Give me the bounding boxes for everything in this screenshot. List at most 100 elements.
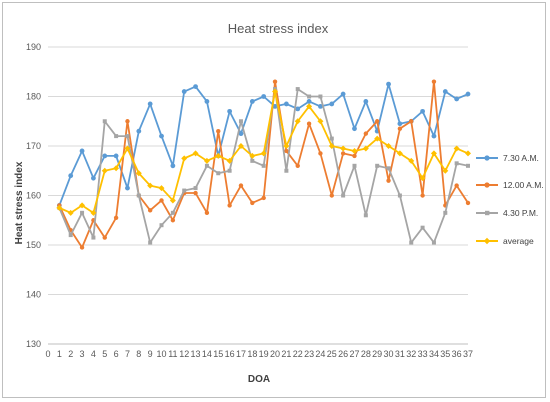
point-s0-17 [238,131,244,137]
point-s2-21 [284,168,289,173]
point-s0-30 [386,81,391,87]
x-tick-label-34: 34 [429,349,439,359]
x-tick-label-28: 28 [361,349,371,359]
point-s2-27 [352,163,357,168]
legend-item-2[interactable]: 4.30 P.M. [476,208,538,218]
point-s2-3 [80,210,85,215]
point-s1-14 [204,210,210,216]
point-s3-7 [124,145,131,152]
legend-label-3: average [503,236,534,246]
x-tick-label-22: 22 [293,349,303,359]
legend-item-1[interactable]: 12.00 A.M. [476,180,544,190]
point-s0-13 [193,84,198,89]
point-s1-24 [318,151,323,156]
x-tick-label-24: 24 [315,349,325,359]
point-s3-27 [351,147,358,154]
point-s3-9 [147,182,154,189]
point-s2-15 [216,171,221,176]
x-tick-label-36: 36 [452,349,462,359]
x-tick-label-30: 30 [384,349,394,359]
point-s1-28 [363,131,369,136]
point-s0-10 [159,133,164,139]
point-s0-19 [261,94,267,99]
x-tick-label-19: 19 [259,349,269,359]
point-s3-2 [67,209,74,216]
point-s3-20 [272,88,279,95]
legend-item-3[interactable]: average [476,236,534,246]
x-tick-label-12: 12 [179,349,189,359]
point-s2-35 [443,210,448,215]
point-s0-9 [147,101,153,107]
point-s2-6 [114,134,119,139]
point-s3-17 [237,143,244,149]
point-s1-30 [386,178,391,183]
point-s1-16 [227,203,232,208]
point-s0-26 [340,91,346,97]
x-tick-label-10: 10 [157,349,167,359]
point-s1-18 [250,200,255,206]
point-s2-11 [170,210,175,215]
point-s2-10 [159,223,164,228]
y-tick-labels: 130 140 150 160 170 180 190 [26,42,41,349]
point-s0-36 [454,96,460,102]
point-s0-34 [431,133,437,139]
y-axis-label: Heat stress index [14,161,25,244]
point-s3-10 [158,185,165,192]
point-s2-29 [375,163,380,168]
x-axis-label: DOA [248,374,270,385]
point-s3-14 [203,157,210,164]
point-s1-17 [238,183,244,188]
point-s2-12 [182,188,187,193]
point-s0-8 [136,128,142,134]
point-s0-6 [113,153,119,159]
point-s2-36 [454,161,459,166]
legend-item-0[interactable]: 7.30 A.M. [476,153,539,163]
point-s3-28 [362,145,369,152]
x-tick-label-29: 29 [372,349,382,359]
legend[interactable]: 7.30 A.M. 12.00 A.M. 4.30 P.M. average [476,153,544,246]
point-s3-36 [453,145,460,152]
point-s0-21 [283,101,289,107]
legend-label-2: 4.30 P.M. [503,208,538,218]
point-s0-37 [465,91,471,97]
point-s0-16 [227,108,233,114]
x-tick-label-6: 6 [114,349,119,359]
point-s1-23 [306,121,312,126]
point-s0-4 [91,175,96,181]
point-s2-17 [238,119,243,124]
x-tick-label-2: 2 [68,349,73,359]
x-tick-label-17: 17 [236,349,246,359]
point-s3-5 [101,167,108,174]
point-s3-30 [385,143,392,149]
point-s2-26 [341,193,346,198]
point-s3-18 [249,152,256,159]
point-s3-1 [56,204,63,211]
x-tick-label-35: 35 [440,349,450,359]
point-s2-4 [91,235,96,240]
y-tick-label-180: 180 [26,92,41,102]
point-s1-32 [409,119,414,124]
x-tick-label-33: 33 [418,349,428,359]
x-tick-label-18: 18 [247,349,257,359]
point-s3-16 [226,157,233,164]
point-s0-20 [272,104,278,109]
point-s2-13 [193,186,198,191]
point-s1-3 [79,245,85,250]
point-s2-9 [148,240,153,245]
point-s2-28 [363,213,368,218]
point-s0-18 [249,99,255,104]
point-s3-33 [419,175,426,182]
point-s0-33 [420,108,425,114]
x-tick-label-5: 5 [102,349,107,359]
point-s1-5 [102,235,107,240]
point-s3-34 [430,150,437,157]
point-s1-19 [261,195,266,201]
point-s3-22 [294,118,301,125]
x-tick-label-31: 31 [395,349,405,359]
point-s0-7 [125,185,130,191]
x-tick-label-25: 25 [327,349,337,359]
point-s2-18 [250,158,255,163]
point-s1-36 [454,183,459,188]
point-s0-31 [397,121,403,127]
